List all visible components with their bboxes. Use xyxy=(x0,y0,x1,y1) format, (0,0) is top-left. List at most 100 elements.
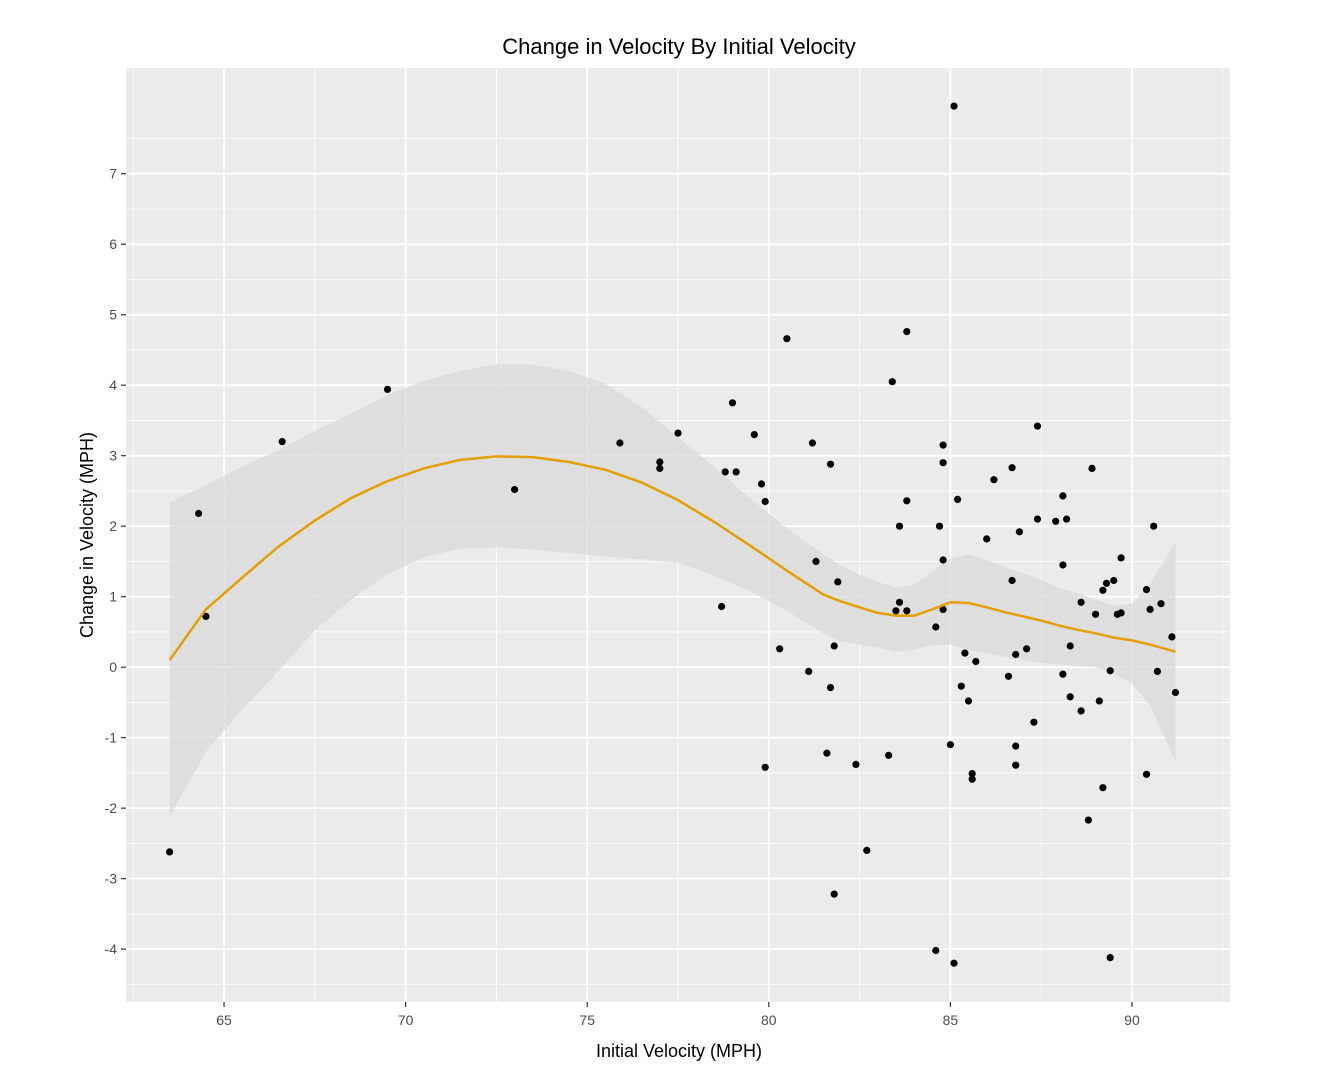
data-point xyxy=(1095,697,1103,705)
data-point xyxy=(1142,586,1151,594)
data-point xyxy=(961,649,969,657)
data-point xyxy=(1106,954,1114,962)
smooth-line xyxy=(168,455,1176,661)
y-tick-label: 4 xyxy=(109,377,117,393)
data-point xyxy=(1059,561,1067,569)
data-point xyxy=(830,890,838,898)
data-point xyxy=(903,497,911,505)
data-point xyxy=(950,959,958,967)
data-point xyxy=(1004,672,1013,680)
data-point xyxy=(1110,576,1118,585)
data-point xyxy=(1008,464,1016,472)
y-axis-title: Change in Velocity (MPH) xyxy=(77,432,97,638)
y-tick-label: -1 xyxy=(105,730,118,746)
data-point xyxy=(1142,770,1151,778)
data-point xyxy=(957,682,965,690)
data-point xyxy=(805,667,813,676)
data-point xyxy=(776,645,784,653)
x-axis-title: Initial Velocity (MPH) xyxy=(596,1041,762,1061)
data-point xyxy=(1168,633,1176,641)
y-tick-label: 2 xyxy=(109,518,117,534)
data-point xyxy=(674,429,682,437)
data-point xyxy=(1052,517,1060,525)
x-tick-label: 80 xyxy=(761,1012,777,1028)
data-point xyxy=(1015,528,1024,536)
y-tick-label: -4 xyxy=(105,941,118,957)
data-point xyxy=(1146,605,1154,614)
data-point xyxy=(1092,610,1100,618)
data-point xyxy=(834,578,842,586)
data-point xyxy=(885,751,893,759)
data-point xyxy=(863,846,871,855)
data-point xyxy=(1153,667,1161,676)
x-tick-label: 85 xyxy=(943,1012,959,1028)
data-point xyxy=(972,657,980,666)
data-point xyxy=(826,684,835,692)
data-point xyxy=(1033,515,1042,523)
x-tick-label: 70 xyxy=(398,1012,414,1028)
data-point xyxy=(1063,515,1071,523)
data-point xyxy=(1171,688,1180,697)
confidence-band-layer xyxy=(169,364,1176,818)
data-point xyxy=(939,556,947,564)
data-point xyxy=(968,775,976,783)
data-point xyxy=(278,438,286,446)
data-point xyxy=(656,458,664,466)
data-point xyxy=(939,605,947,614)
data-point xyxy=(826,460,835,468)
data-point xyxy=(750,431,758,439)
data-point xyxy=(1099,784,1107,792)
chart-title: Change in Velocity By Initial Velocity xyxy=(502,34,855,59)
y-tick-label: -3 xyxy=(105,871,118,887)
y-tick-label: 0 xyxy=(109,659,117,675)
data-point xyxy=(1157,600,1165,608)
data-point xyxy=(812,557,820,566)
data-point xyxy=(950,102,958,110)
data-point xyxy=(895,598,904,606)
data-point xyxy=(1150,522,1158,530)
data-point xyxy=(852,760,860,769)
data-point xyxy=(964,697,973,705)
data-point xyxy=(1117,609,1125,617)
data-point xyxy=(1012,761,1020,769)
data-point xyxy=(1102,579,1111,587)
y-tick-label: -2 xyxy=(105,800,118,816)
data-point xyxy=(1030,718,1038,726)
data-point xyxy=(939,441,947,449)
data-point xyxy=(954,495,962,503)
data-point xyxy=(1117,554,1125,562)
data-point xyxy=(166,848,174,856)
data-point xyxy=(903,328,911,336)
data-point xyxy=(510,485,519,494)
data-points xyxy=(166,102,1180,967)
data-point xyxy=(761,763,769,771)
data-point xyxy=(808,439,817,447)
data-point xyxy=(1077,707,1085,715)
data-point xyxy=(383,385,392,393)
data-point xyxy=(1059,670,1067,678)
x-tick-label: 75 xyxy=(579,1012,595,1028)
data-point xyxy=(761,497,769,506)
data-point xyxy=(1077,598,1085,606)
data-point xyxy=(990,476,998,484)
data-point xyxy=(932,946,940,955)
x-tick-label: 90 xyxy=(1124,1012,1140,1028)
data-point xyxy=(1033,422,1042,430)
data-point xyxy=(202,612,210,621)
data-point xyxy=(1088,464,1096,472)
data-point xyxy=(721,468,729,476)
x-axis: 65 70 75 80 85 90 xyxy=(216,1002,1140,1028)
y-tick-label: 5 xyxy=(109,307,117,323)
data-point xyxy=(939,459,947,467)
data-point xyxy=(195,509,203,518)
data-point xyxy=(728,399,737,407)
data-point xyxy=(895,522,904,530)
x-tick-label: 65 xyxy=(216,1012,232,1028)
data-point xyxy=(1106,667,1114,675)
data-point xyxy=(1066,642,1074,650)
data-point xyxy=(888,378,896,386)
data-point xyxy=(616,439,624,447)
y-tick-label: 7 xyxy=(109,166,117,182)
